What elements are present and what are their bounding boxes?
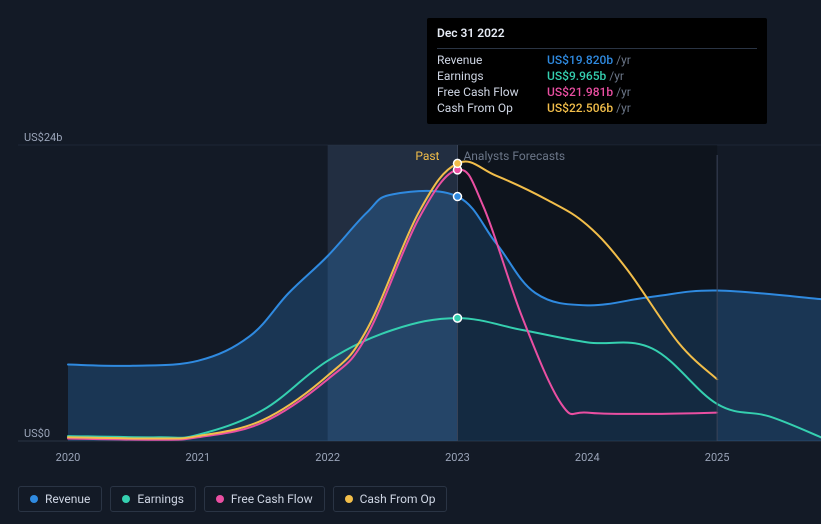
y-tick-label: US$24b <box>24 131 62 144</box>
tooltip-date: Dec 31 2022 <box>437 26 757 44</box>
x-tick-label: 2021 <box>185 451 210 464</box>
hover-tooltip: Dec 31 2022 RevenueUS$19.820b /yrEarning… <box>427 18 767 124</box>
legend-item-revenue[interactable]: Revenue <box>18 486 102 512</box>
legend: Revenue Earnings Free Cash Flow Cash From O… <box>18 486 447 512</box>
legend-label: Earnings <box>137 492 184 506</box>
tooltip-row: RevenueUS$19.820b /yr <box>437 52 757 68</box>
x-tick-label: 2025 <box>705 451 730 464</box>
tooltip-row-value: US$21.981b <box>547 85 613 99</box>
forecast-label: Analysts Forecasts <box>463 149 565 163</box>
legend-dot-icon <box>122 495 130 503</box>
x-tick-label: 2022 <box>315 451 340 464</box>
tooltip-row-unit: /yr <box>616 53 631 67</box>
tooltip-row: Free Cash FlowUS$21.981b /yr <box>437 84 757 100</box>
legend-label: Cash From Op <box>360 492 436 506</box>
x-tick-label: 2023 <box>445 451 470 464</box>
tooltip-row-label: Free Cash Flow <box>437 85 547 99</box>
legend-item-earnings[interactable]: Earnings <box>110 486 196 512</box>
tooltip-row-value: US$22.506b <box>547 101 613 115</box>
tooltip-row-label: Cash From Op <box>437 101 547 115</box>
tooltip-row-unit: /yr <box>609 69 624 83</box>
x-tick-label: 2024 <box>575 451 600 464</box>
legend-dot-icon <box>345 495 353 503</box>
legend-dot-icon <box>30 495 38 503</box>
legend-dot-icon <box>216 495 224 503</box>
legend-label: Revenue <box>45 492 90 506</box>
legend-item-cfo[interactable]: Cash From Op <box>333 486 448 512</box>
past-label: Past <box>415 149 439 163</box>
tooltip-divider <box>437 48 757 49</box>
tooltip-row-label: Earnings <box>437 69 547 83</box>
legend-label: Free Cash Flow <box>231 492 313 506</box>
tooltip-row: Cash From OpUS$22.506b /yr <box>437 100 757 116</box>
tooltip-row-value: US$9.965b <box>547 69 606 83</box>
tooltip-row-unit: /yr <box>616 101 631 115</box>
legend-item-fcf[interactable]: Free Cash Flow <box>204 486 325 512</box>
tooltip-row-label: Revenue <box>437 53 547 67</box>
tooltip-row: EarningsUS$9.965b /yr <box>437 68 757 84</box>
tooltip-row-value: US$19.820b <box>547 53 613 67</box>
tooltip-row-unit: /yr <box>616 85 631 99</box>
y-tick-label: US$0 <box>24 427 50 440</box>
x-tick-label: 2020 <box>56 451 81 464</box>
